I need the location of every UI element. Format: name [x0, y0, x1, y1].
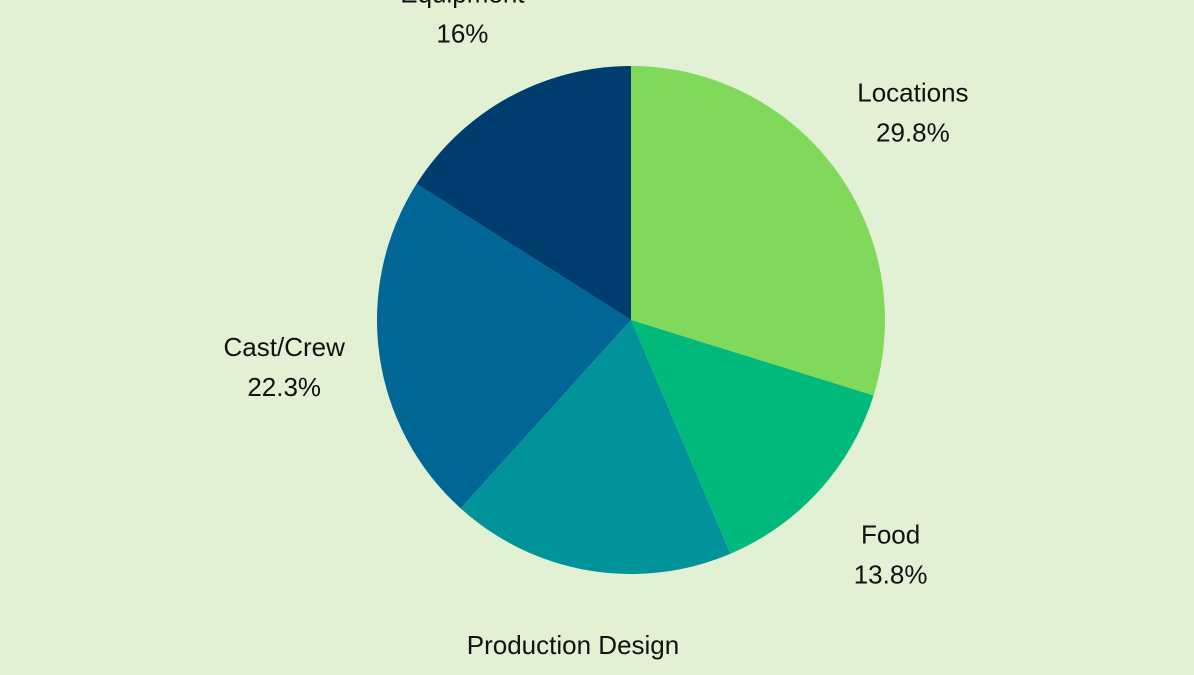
slice-name-label: Equipment	[400, 0, 525, 8]
pie-labels: Locations 29.8% Food 13.8% Production Design…	[224, 0, 969, 675]
pie-slice-cast-crew	[377, 183, 631, 509]
pie-slice-locations	[631, 66, 886, 396]
pie-slices	[377, 66, 886, 574]
slice-name-label: Locations	[857, 78, 968, 108]
slice-value-label: 22.3%	[247, 372, 321, 402]
pie-slice-food	[631, 320, 874, 554]
slice-name-label: Cast/Crew	[224, 332, 346, 362]
slice-name-label: Production Design	[467, 630, 679, 660]
slice-value-label: 18.1%	[536, 670, 610, 675]
slice-name-label: Food	[861, 520, 920, 550]
pie-slice-equipment	[416, 66, 631, 320]
slice-value-label: 13.8%	[854, 560, 928, 590]
slice-value-label: 16%	[436, 18, 488, 48]
pie-slice-production-design	[460, 320, 731, 574]
slice-value-label: 29.8%	[876, 118, 950, 148]
